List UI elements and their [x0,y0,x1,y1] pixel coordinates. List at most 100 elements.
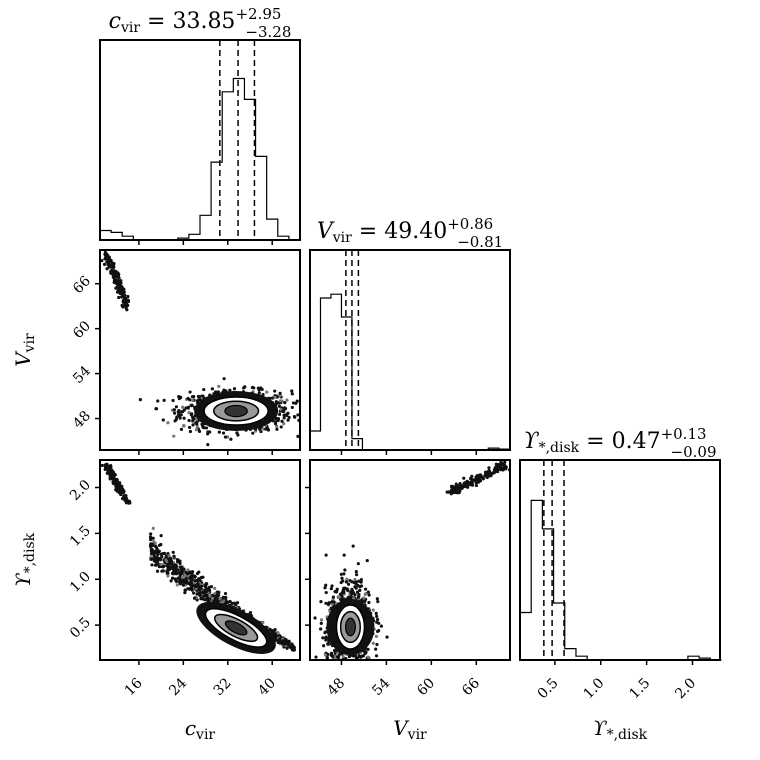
scatter-point [329,651,334,655]
scatter-point [327,601,331,605]
scatter-point [195,399,200,403]
y-axis-label-2: ϒ*,disk [11,532,38,587]
scatter-point [366,655,370,659]
scatter-point [215,593,219,597]
scatter-point [114,488,118,492]
scatter-point [343,678,346,681]
scatter-point [286,418,290,422]
scatter-point [195,422,199,426]
scatter-point [348,578,352,583]
scatter-point [450,486,454,490]
scatter-point [346,588,350,593]
scatter-point [257,388,261,392]
scatter-point [176,571,180,575]
scatter-point [357,594,361,598]
scatter-point [230,601,234,605]
scatter-point [336,669,339,672]
hist-panel-1: Vvir = 49.40+0.86 −0.81 [309,215,511,451]
scatter-point [180,578,184,582]
scatter-point [191,423,195,427]
scatter-point [319,600,323,604]
y-tick-label: 0.5 [67,615,94,642]
scatter-point [171,550,175,554]
panel-frame [99,39,301,241]
scatter-point [348,693,351,696]
scatter-point [265,390,269,394]
scatter-point [223,591,228,596]
scatter-point [166,574,170,578]
scatter-point [353,585,357,589]
scatter-point [174,405,179,409]
y-axis-label-1: Vvir [11,333,38,367]
scatter-point [186,587,190,591]
scatter-point [106,464,110,468]
panel-title-1: Vvir = 49.40+0.86 −0.81 [317,215,503,251]
scatter-point [338,592,343,596]
scatter-point [375,597,379,601]
scatter-point [105,471,109,475]
scatter-point [353,577,357,582]
scatter-point [293,415,297,419]
scatter-point [504,467,508,471]
scatter-point [278,394,282,398]
scatter-point [191,398,195,403]
scatter-point [155,569,160,573]
scatter-point [311,412,314,415]
scatter-point [120,291,124,295]
scatter-point [271,629,275,634]
scatter-point [476,480,480,484]
scatter-point [173,577,177,581]
scatter-point [100,463,104,468]
scatter-point [156,399,160,403]
scatter-point [186,568,190,572]
scatter-point [171,563,175,567]
scatter-point [342,572,346,576]
scatter-point [177,412,181,417]
hist-panel-2: ϒ*,disk = 0.47+0.13 −0.09 [519,425,722,661]
scatter-point [206,432,210,436]
scatter-point [208,594,212,598]
scatter-point [182,580,186,584]
scatter-point [167,557,171,561]
scatter-point [154,544,158,549]
scatter-point [296,413,300,417]
scatter-point [341,677,344,680]
y-tick-label: 2.0 [67,477,94,504]
density-contours [196,601,276,654]
x-axis-label-0: cvir [185,716,216,743]
scatter-point [193,579,197,583]
scatter-point [152,552,156,556]
scatter-point [111,470,115,474]
scatter-panel-2-0 [99,459,301,661]
scatter-point [178,561,182,566]
scatter-point [466,485,470,489]
scatter-point [287,415,291,420]
scatter-point [224,595,228,600]
scatter-point [218,597,222,601]
scatter-point [117,295,121,300]
x-tick-label: 16 [122,675,146,699]
scatter-point [462,481,466,485]
scatter-point [313,616,317,620]
scatter-point [105,260,109,264]
scatter-point [200,394,204,398]
scatter-point [379,624,383,628]
scatter-point [357,655,361,659]
scatter-point [178,565,182,569]
scatter-point [282,422,286,426]
scatter-point [285,646,289,650]
scatter-points [100,462,296,654]
scatter-point [119,279,123,283]
scatter-point [220,600,225,604]
x-axis-label-2: ϒ*,disk [593,716,648,743]
scatter-point [114,272,118,276]
scatter-point [259,429,263,434]
scatter-point [273,389,277,393]
y-tick-label: 66 [70,273,94,297]
scatter-point [175,583,179,587]
panel-title-2: ϒ*,disk = 0.47+0.13 −0.09 [523,425,716,461]
scatter-point [363,599,367,604]
scatter-point [192,596,197,600]
scatter-point [177,409,181,413]
scatter-point [349,594,353,598]
